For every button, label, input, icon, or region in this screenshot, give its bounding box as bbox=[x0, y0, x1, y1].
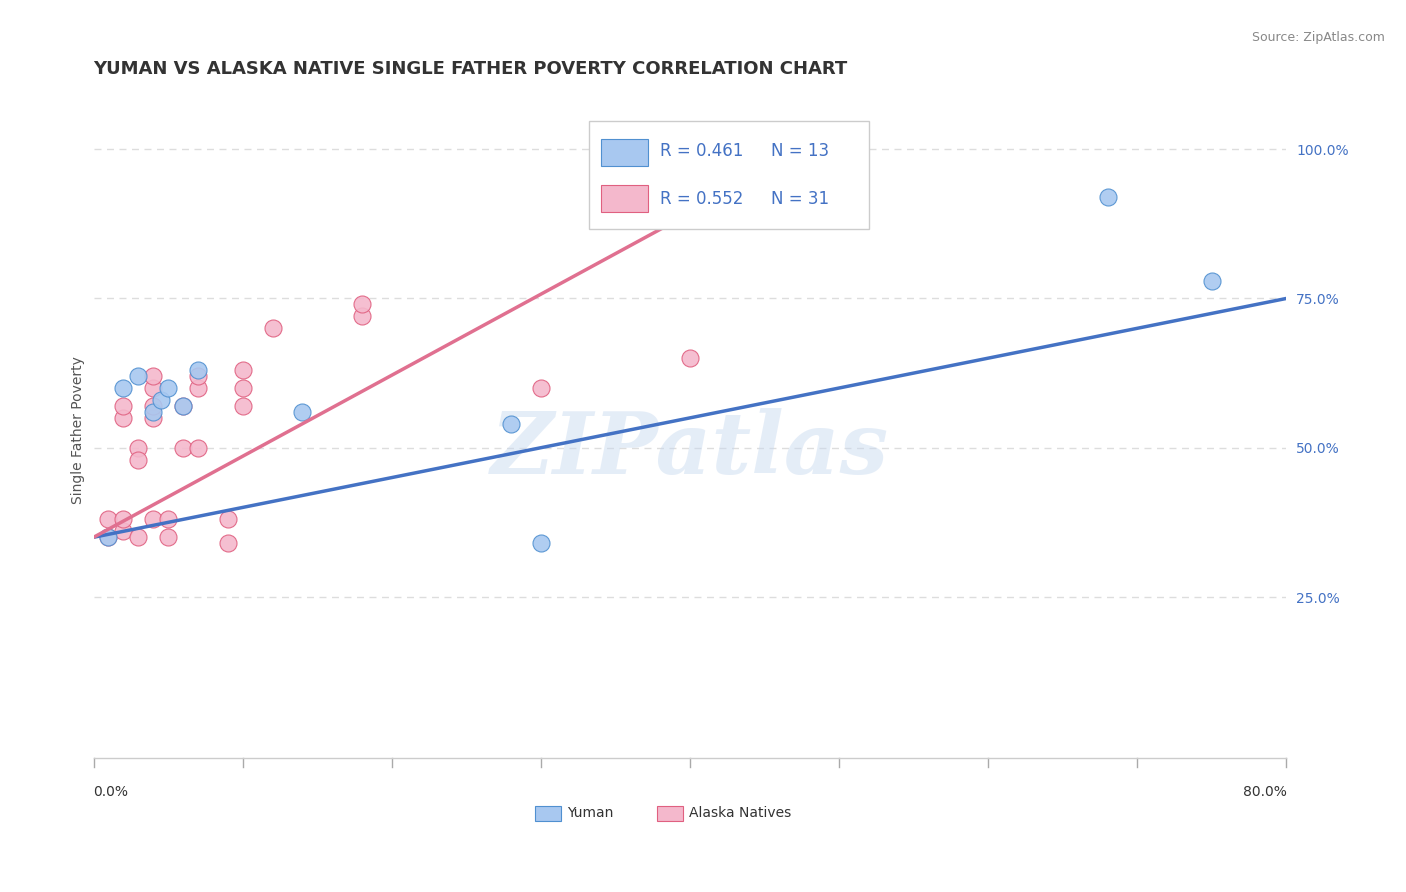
Point bbox=[157, 512, 180, 526]
Point bbox=[97, 530, 120, 544]
Point bbox=[350, 310, 373, 324]
Point bbox=[157, 530, 180, 544]
Point bbox=[112, 512, 135, 526]
Point bbox=[350, 297, 373, 311]
Point bbox=[142, 410, 165, 425]
Point bbox=[217, 512, 239, 526]
Text: Yuman: Yuman bbox=[567, 806, 613, 821]
Text: Alaska Natives: Alaska Natives bbox=[689, 806, 792, 821]
Point bbox=[217, 536, 239, 550]
Point bbox=[679, 351, 702, 366]
Point bbox=[232, 363, 254, 377]
Y-axis label: Single Father Poverty: Single Father Poverty bbox=[72, 356, 86, 504]
Point bbox=[262, 321, 284, 335]
Point bbox=[127, 369, 149, 384]
Point bbox=[142, 381, 165, 395]
Point bbox=[187, 369, 209, 384]
Text: 0.0%: 0.0% bbox=[94, 784, 128, 798]
Point bbox=[112, 381, 135, 395]
Point bbox=[172, 441, 194, 455]
Text: N = 13: N = 13 bbox=[770, 143, 830, 161]
Text: ZIPatlas: ZIPatlas bbox=[491, 408, 889, 491]
Point bbox=[127, 452, 149, 467]
Point bbox=[530, 381, 553, 395]
Point bbox=[112, 524, 135, 539]
Point bbox=[142, 405, 165, 419]
Point bbox=[142, 369, 165, 384]
Text: Source: ZipAtlas.com: Source: ZipAtlas.com bbox=[1251, 31, 1385, 45]
Point bbox=[501, 417, 523, 431]
Text: 80.0%: 80.0% bbox=[1243, 784, 1286, 798]
Point bbox=[127, 441, 149, 455]
FancyBboxPatch shape bbox=[600, 186, 648, 211]
FancyBboxPatch shape bbox=[657, 806, 683, 821]
Point bbox=[142, 512, 165, 526]
Point bbox=[291, 405, 314, 419]
Point bbox=[1097, 190, 1119, 204]
Text: R = 0.552: R = 0.552 bbox=[661, 190, 744, 208]
Point bbox=[172, 399, 194, 413]
Point bbox=[187, 363, 209, 377]
Point bbox=[112, 399, 135, 413]
Point bbox=[97, 512, 120, 526]
Point bbox=[97, 530, 120, 544]
Point bbox=[530, 536, 553, 550]
FancyBboxPatch shape bbox=[600, 139, 648, 166]
Point bbox=[232, 381, 254, 395]
Point bbox=[157, 381, 180, 395]
FancyBboxPatch shape bbox=[589, 121, 869, 229]
Point bbox=[149, 392, 172, 407]
Point bbox=[112, 410, 135, 425]
Point bbox=[142, 399, 165, 413]
Point bbox=[127, 530, 149, 544]
Point bbox=[1201, 273, 1223, 287]
Point bbox=[187, 381, 209, 395]
Text: R = 0.461: R = 0.461 bbox=[661, 143, 744, 161]
Text: YUMAN VS ALASKA NATIVE SINGLE FATHER POVERTY CORRELATION CHART: YUMAN VS ALASKA NATIVE SINGLE FATHER POV… bbox=[94, 60, 848, 78]
Point bbox=[232, 399, 254, 413]
Text: N = 31: N = 31 bbox=[770, 190, 830, 208]
Point bbox=[187, 441, 209, 455]
FancyBboxPatch shape bbox=[534, 806, 561, 821]
Point bbox=[172, 399, 194, 413]
